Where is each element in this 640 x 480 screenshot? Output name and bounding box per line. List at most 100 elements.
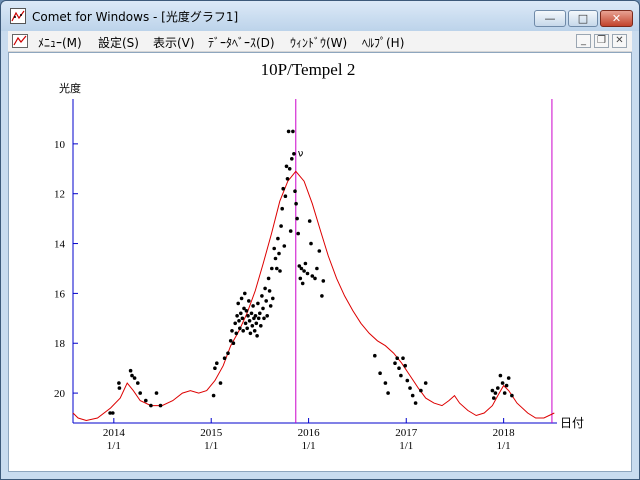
- observation-point: [238, 326, 242, 331]
- menu-database[interactable]: ﾃﾞｰﾀﾍﾞｰｽ(D): [208, 36, 275, 50]
- menu-menu[interactable]: ﾒﾆｭｰ(M): [38, 36, 82, 50]
- menu-view[interactable]: 表示(V): [153, 36, 195, 50]
- observation-point: [266, 276, 271, 281]
- minimize-button[interactable]: —: [534, 10, 566, 27]
- observation-point: [419, 388, 423, 393]
- observation-point: [498, 373, 503, 378]
- observation-point: [251, 304, 255, 308]
- observation-point: [315, 266, 319, 271]
- observation-point: [249, 311, 254, 316]
- observation-point: [247, 319, 252, 323]
- observation-point: [410, 393, 415, 398]
- observation-point: [259, 324, 263, 328]
- observation-point: [279, 224, 283, 228]
- observation-point: [111, 411, 115, 415]
- observation-point: [286, 129, 291, 134]
- observation-point: [405, 378, 410, 383]
- observation-point: [108, 411, 112, 415]
- observation-point: [138, 391, 142, 395]
- observation-point: [149, 403, 153, 408]
- x-tick-label-day: 1/1: [302, 440, 316, 452]
- observation-point: [275, 266, 279, 271]
- observation-point: [271, 296, 275, 301]
- y-tick-label: 20: [54, 388, 66, 400]
- observation-point: [245, 326, 249, 331]
- menu-settings[interactable]: 設定(S): [98, 36, 139, 50]
- observation-point: [496, 386, 500, 390]
- y-tick-label: 16: [54, 288, 66, 300]
- observation-point: [235, 314, 239, 318]
- observation-point: [492, 396, 496, 400]
- close-button[interactable]: ✕: [600, 10, 633, 27]
- observation-point: [401, 356, 405, 361]
- observation-point: [240, 316, 245, 321]
- graph-client-area: 10P/Tempel 2 光度 日付 10 12 14 16 18 20 2014 1/1 2…: [8, 52, 632, 472]
- observation-point: [397, 366, 401, 371]
- x-tick-label-year: 2016: [298, 427, 321, 439]
- observation-point: [281, 186, 286, 191]
- observation-point: [378, 371, 382, 376]
- observation-point: [256, 301, 260, 306]
- observation-point: [234, 331, 239, 336]
- window-title: Comet for Windows - [光度グラフ1]: [32, 10, 239, 24]
- observation-point: [307, 219, 312, 223]
- observation-point: [284, 164, 289, 169]
- observation-point: [408, 386, 412, 390]
- x-tick-label-year: 2018: [493, 427, 516, 439]
- observation-point: [132, 376, 137, 380]
- observation-point: [218, 381, 223, 385]
- observation-point: [237, 319, 241, 323]
- y-tick-label: 12: [54, 189, 65, 201]
- observation-point: [283, 194, 288, 198]
- observation-point: [241, 329, 245, 333]
- observation-point: [250, 324, 255, 328]
- observation-point: [278, 269, 282, 273]
- observation-point: [273, 256, 278, 261]
- title-bar[interactable]: Comet for Windows - [光度グラフ1] — □ ✕: [1, 1, 639, 31]
- observation-point: [386, 391, 390, 395]
- observation-point: [309, 241, 313, 246]
- menu-window[interactable]: ｳｨﾝﾄﾞｳ(W): [290, 36, 348, 50]
- observation-point: [493, 391, 498, 395]
- observation-point: [373, 353, 377, 358]
- observation-point: [399, 373, 403, 378]
- observation-point: [260, 294, 264, 298]
- observation-point: [277, 251, 281, 256]
- observation-point: [128, 368, 133, 373]
- observation-point: [270, 266, 274, 271]
- app-icon[interactable]: [10, 8, 26, 24]
- observation-point: [490, 388, 495, 393]
- observation-point: [413, 401, 418, 405]
- observation-point: [254, 321, 259, 326]
- observation-point: [236, 301, 240, 306]
- observation-point: [248, 331, 253, 336]
- y-tick-label: 18: [54, 338, 66, 350]
- menu-help[interactable]: ﾍﾙﾌﾟ(H): [362, 36, 405, 50]
- observation-point: [246, 314, 250, 318]
- maximize-button[interactable]: □: [568, 10, 598, 27]
- x-tick-label-day: 1/1: [399, 440, 413, 452]
- observation-point: [253, 314, 258, 318]
- observation-point: [117, 381, 121, 385]
- observation-point: [258, 311, 262, 316]
- mdi-restore-button[interactable]: ❐: [594, 34, 609, 48]
- observation-point: [290, 157, 294, 161]
- observation-point: [231, 341, 236, 346]
- observation-point: [252, 329, 257, 333]
- observation-point: [299, 266, 304, 271]
- mdi-close-button[interactable]: ✕: [612, 34, 627, 48]
- observation-point: [393, 361, 397, 366]
- observation-point: [239, 311, 243, 316]
- x-tick-label-year: 2017: [395, 427, 418, 439]
- document-icon[interactable]: [12, 34, 28, 48]
- observation-point: [256, 316, 261, 321]
- observation-point: [292, 152, 296, 156]
- predicted-curve: [72, 170, 555, 422]
- observation-point: [293, 189, 297, 193]
- observation-point: [317, 249, 322, 253]
- observation-point: [321, 279, 326, 283]
- mdi-minimize-button[interactable]: _: [576, 34, 591, 48]
- observation-point: [239, 296, 244, 301]
- observation-point: [303, 261, 308, 266]
